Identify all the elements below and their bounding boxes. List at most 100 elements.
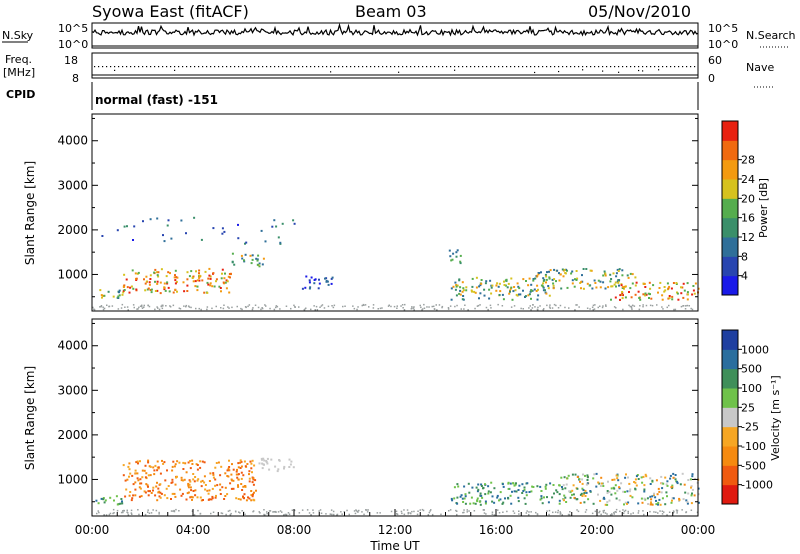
power-echo-cell (145, 280, 148, 283)
velocity-echo-ground-cell (147, 509, 149, 511)
velocity-echo-cell (263, 463, 265, 466)
power-echo-ground-cell (247, 305, 249, 308)
power-echo-cell (121, 293, 124, 296)
freq-dot (574, 66, 576, 68)
velocity-echo-cell (144, 464, 147, 467)
velocity-echo-cell (678, 497, 681, 500)
velocity-echo-cell (653, 492, 655, 495)
power-echo-ground-cell (305, 307, 307, 309)
freq-dot (522, 66, 524, 68)
power-echo-cell (102, 294, 105, 297)
power-echo-ground-cell (629, 305, 631, 308)
power-echo-cell (616, 268, 619, 271)
velocity-echo-cell (585, 483, 588, 486)
power-echo-cell (156, 280, 159, 283)
power-colorbar-tick-label: 20 (741, 192, 755, 205)
power-echo-cell (543, 278, 546, 281)
velocity-colorbar-swatches (722, 330, 738, 505)
power-echo-cell (149, 278, 152, 280)
velocity-echo-ground-cell (466, 509, 468, 511)
power-echo-cell (459, 254, 462, 257)
velocity-echo-cell (653, 494, 655, 496)
power-echo-ground-cell (423, 307, 426, 309)
power-echo-ground-cell (252, 307, 254, 309)
power-echo-ground-cell (294, 306, 296, 308)
freq-dot (334, 66, 336, 68)
velocity-echo-cell (547, 501, 550, 504)
power-echo-cell (634, 293, 637, 296)
velocity-echo-cell (518, 484, 521, 487)
freq-dot (398, 66, 400, 68)
power-echo-cell (132, 287, 135, 290)
velocity-echo-ground-cell (333, 513, 335, 516)
velocity-echo-cell (266, 457, 269, 460)
power-echo-ground-cell (127, 309, 129, 311)
power-echo-cell (144, 282, 147, 285)
power-echo-cell (458, 292, 461, 295)
velocity-echo-cell (232, 468, 235, 471)
velocity-echo-cell (484, 483, 486, 486)
velocity-echo-cell (521, 492, 524, 494)
power-y-axis-tick-label: 1000 (57, 267, 88, 281)
power-echo-cell (258, 265, 261, 268)
power-echo-ground-cell (133, 306, 135, 309)
power-echo-cell (659, 281, 662, 284)
freq-dot (590, 66, 592, 68)
velocity-echo-cell (543, 496, 545, 499)
velocity-echo-ground-cell (193, 514, 196, 516)
freq-dot (510, 66, 512, 68)
station-title: Syowa East (fitACF) (92, 2, 249, 21)
power-echo-cell (498, 282, 501, 285)
velocity-echo-cell (600, 482, 603, 485)
velocity-echo-cell (283, 465, 286, 468)
velocity-echo-cell (479, 503, 482, 506)
velocity-echo-ground-cell (319, 509, 322, 511)
power-echo-cell (692, 289, 695, 292)
power-echo-cell (480, 282, 483, 285)
power-echo-cell (645, 293, 648, 296)
freq-dot (410, 66, 412, 68)
velocity-colorbar-tick-label: 25 (741, 401, 755, 414)
power-echo-cell (324, 277, 326, 280)
power-echo-cell (100, 294, 103, 297)
velocity-echo-cell (139, 482, 141, 485)
freq-dot (682, 66, 684, 68)
velocity-echo-cell (643, 490, 646, 493)
velocity-echo-cell (579, 480, 581, 483)
power-colorbar-tick-label: 4 (741, 270, 748, 283)
nave-label: Nave (746, 61, 774, 74)
power-echo-ground-cell (557, 307, 560, 309)
power-echo-ground-cell (223, 304, 225, 306)
power-y-axis-tick-label: 3000 (57, 178, 88, 192)
power-y-axis-tick-label: 4000 (57, 134, 88, 148)
velocity-echo-cell (214, 484, 217, 487)
velocity-echo-cell (122, 474, 125, 477)
velocity-echo-ground-cell (312, 509, 314, 511)
velocity-echo-cell (224, 495, 227, 497)
power-echo-cell (257, 254, 260, 257)
power-echo-cell (245, 241, 248, 244)
velocity-echo-cell (616, 489, 619, 492)
velocity-echo-cell (655, 479, 658, 482)
velocity-echo-cell (614, 484, 617, 487)
power-echo-cell (148, 281, 151, 284)
velocity-colorbar-swatch (722, 368, 738, 389)
velocity-echo-ground-cell (366, 511, 369, 513)
velocity-echo-ground-cell (655, 511, 657, 513)
power-echo-ground-cell (688, 305, 690, 307)
power-echo-ground-cell (285, 305, 288, 307)
freq-dot (234, 66, 236, 68)
power-colorbar-tick-label: 12 (741, 231, 755, 244)
velocity-echo-cell (616, 477, 619, 480)
velocity-echo-cell (224, 472, 227, 475)
power-echo-cell (180, 219, 183, 222)
velocity-echo-cell (219, 493, 222, 495)
freq-dot (222, 66, 224, 68)
freq-dot (194, 66, 196, 68)
velocity-echo-cell (521, 483, 524, 486)
power-echo-ground-cell (251, 308, 254, 311)
velocity-echo-cell (154, 464, 157, 467)
power-echo-cell (580, 280, 583, 283)
freq-dot (354, 66, 356, 68)
